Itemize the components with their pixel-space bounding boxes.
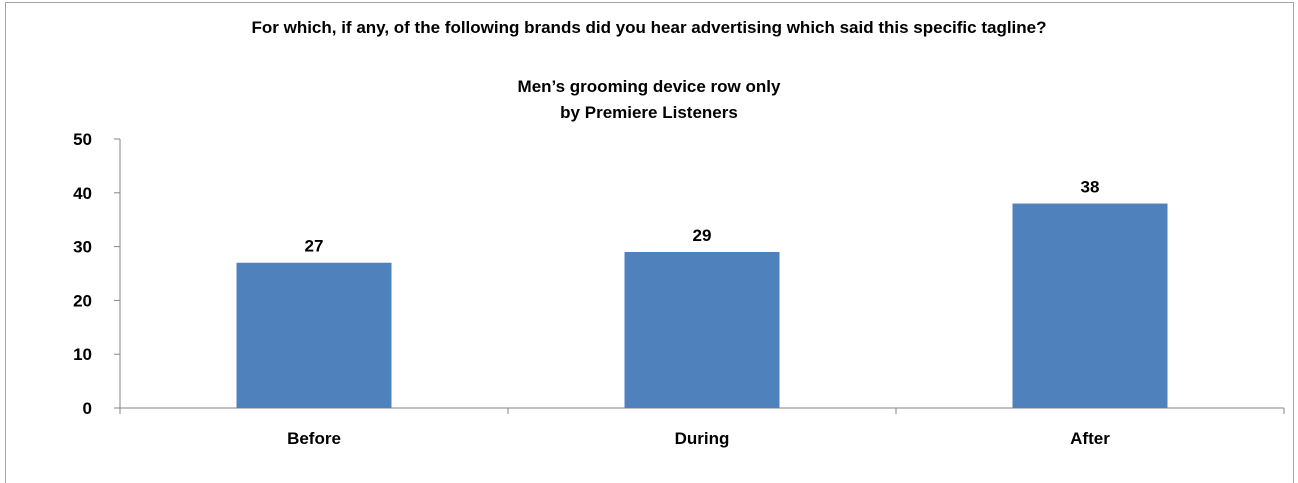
y-tick-label: 10 — [73, 345, 92, 364]
data-label: 27 — [305, 237, 324, 256]
subtitle-line-2: by Premiere Listeners — [560, 103, 738, 122]
y-tick-label: 0 — [83, 399, 92, 418]
data-label: 38 — [1081, 178, 1100, 197]
subtitle-line-1: Men’s grooming device row only — [517, 77, 781, 96]
chart-subtitle: Men’s grooming device row only by Premie… — [0, 74, 1298, 126]
y-tick-label: 20 — [73, 291, 92, 310]
y-tick-label: 50 — [73, 130, 92, 149]
bar-during — [624, 251, 780, 408]
y-tick-label: 30 — [73, 238, 92, 257]
chart-title: For which, if any, of the following bran… — [251, 18, 1047, 37]
x-tick-label: During — [675, 429, 730, 448]
chart-frame — [5, 2, 1294, 483]
x-tick-label: After — [1070, 429, 1110, 448]
x-tick-label: Before — [287, 429, 341, 448]
data-label: 29 — [693, 226, 712, 245]
y-tick-label: 40 — [73, 184, 92, 203]
bar-before — [236, 262, 392, 408]
bar-after — [1012, 203, 1168, 408]
